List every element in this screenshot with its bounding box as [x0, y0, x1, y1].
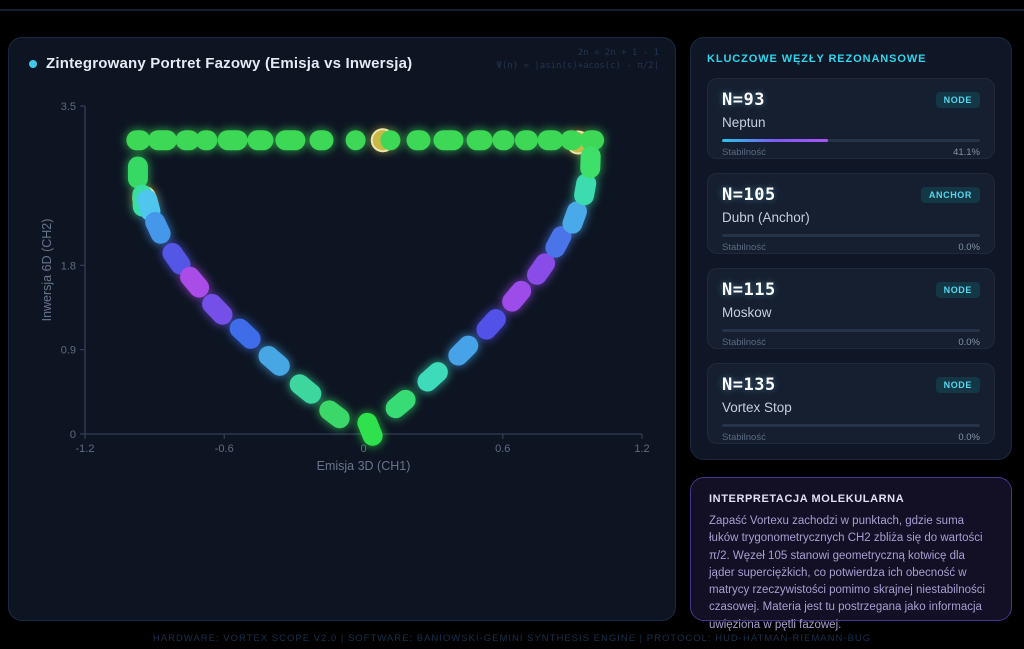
formula-line-2: Ψ(n) = |asin(s)+acos(c) - π/2|	[496, 61, 659, 71]
x-tick-label: -0.6	[215, 443, 234, 455]
scatter-point	[202, 293, 233, 325]
formula-annotation: 2n = 2n + 1 - 1 Ψ(n) = |asin(s)+acos(c) …	[496, 47, 659, 73]
node-card-list: N=93 NODE Neptun Stabilność 41.1% N=105 ANCHOR…	[691, 78, 1011, 444]
y-tick-label: 1.8	[61, 260, 76, 272]
x-tick-label: 0	[360, 443, 366, 455]
node-id: N=93	[722, 90, 765, 110]
node-name: Neptun	[722, 115, 766, 130]
x-tick-label: -1.2	[76, 443, 95, 455]
node-type-badge: ANCHOR	[920, 187, 980, 203]
scatter-point	[258, 345, 290, 376]
stability-value: 0.0%	[958, 337, 980, 348]
footer-status: HARDWARE: VORTEX SCOPE V2.0 | SOFTWARE: …	[152, 633, 872, 644]
chart-title: Zintegrowany Portret Fazowy (Emisja vs I…	[46, 55, 413, 72]
node-type-badge: NODE	[935, 282, 980, 298]
scatter-point	[545, 226, 572, 258]
node-card[interactable]: N=105 ANCHOR Dubn (Anchor) Stabilność 0.0%	[707, 173, 995, 254]
formula-line-1: 2n = 2n + 1 - 1	[577, 48, 659, 58]
node-card-top: N=115 NODE	[722, 280, 980, 300]
x-tick-label: 0.6	[495, 443, 510, 455]
sidebar-header: KLUCZOWE WĘZŁY REZONANSOWE	[707, 53, 927, 65]
stability-track	[722, 329, 980, 332]
scatter-point	[502, 280, 532, 312]
scatter-point	[137, 189, 161, 222]
node-id: N=135	[722, 375, 776, 395]
scatter-point	[527, 253, 556, 285]
interpretation-panel: INTERPRETACJA MOLEKULARNA Zapaść Vortexu…	[690, 477, 1012, 631]
scatter-layer	[126, 130, 605, 446]
scatter-point	[417, 362, 448, 392]
stability-track	[722, 424, 980, 427]
scatter-point	[385, 389, 416, 419]
node-card-bottom: Stabilność 41.1%	[722, 147, 980, 158]
node-name: Moskow	[722, 305, 772, 320]
y-axis-label: Inwersja 6D (CH2)	[40, 219, 54, 322]
y-tick-label: 0	[70, 429, 76, 441]
x-tick-label: 1.2	[634, 443, 649, 455]
node-card[interactable]: N=135 NODE Vortex Stop Stabilność 0.0%	[707, 363, 995, 444]
node-name: Dubn (Anchor)	[722, 210, 810, 225]
node-type-badge: NODE	[935, 377, 980, 393]
node-card[interactable]: N=93 NODE Neptun Stabilność 41.1%	[707, 78, 995, 159]
y-tick-label: 0.9	[61, 345, 76, 357]
node-card-top: N=135 NODE	[722, 375, 980, 395]
stability-label: Stabilność	[722, 337, 766, 348]
node-card-bottom: Stabilność 0.0%	[722, 242, 980, 253]
stability-value: 41.1%	[953, 147, 980, 158]
stability-label: Stabilność	[722, 147, 766, 158]
node-name: Vortex Stop	[722, 400, 792, 415]
resonance-sidebar: KLUCZOWE WĘZŁY REZONANSOWE N=93 NODE Neptu…	[690, 37, 1012, 460]
node-id: N=105	[722, 185, 776, 205]
top-divider	[0, 9, 1024, 11]
scatter-point	[162, 243, 191, 275]
chart-title-row: Zintegrowany Portret Fazowy (Emisja vs I…	[29, 55, 412, 72]
scatter-point	[574, 173, 597, 206]
scatter-point	[145, 211, 171, 244]
node-card[interactable]: N=115 NODE Moskow Stabilność 0.0%	[707, 268, 995, 349]
stability-fill	[722, 139, 829, 142]
scatter-point	[180, 266, 210, 298]
scatter-point	[476, 309, 506, 340]
scatter-point	[448, 335, 479, 366]
stability-value: 0.0%	[958, 242, 980, 253]
axes	[84, 106, 642, 435]
phase-portrait-panel: Zintegrowany Portret Fazowy (Emisja vs I…	[8, 37, 676, 621]
stability-track	[722, 234, 980, 237]
node-card-bottom: Stabilność 0.0%	[722, 432, 980, 443]
phase-portrait-chart[interactable]: -1.2 -0.6 0 0.6 1.2 0 0.9 1.8 3.5 Emisja 3D (CH1)…	[9, 38, 677, 622]
scatter-point	[289, 374, 322, 404]
stability-label: Stabilność	[722, 242, 766, 253]
scatter-point	[357, 412, 383, 446]
node-type-badge: NODE	[935, 92, 980, 108]
stability-value: 0.0%	[958, 432, 980, 443]
stability-track	[722, 139, 980, 142]
scatter-point	[229, 318, 261, 349]
interpretation-header: INTERPRETACJA MOLEKULARNA	[709, 493, 905, 505]
node-card-bottom: Stabilność 0.0%	[722, 337, 980, 348]
node-card-top: N=105 ANCHOR	[722, 185, 980, 205]
node-id: N=115	[722, 280, 776, 300]
y-tick-label: 3.5	[61, 101, 76, 113]
scatter-point	[319, 400, 350, 429]
series-dot-icon	[29, 59, 37, 68]
stability-label: Stabilność	[722, 432, 766, 443]
interpretation-body: Zapaść Vortexu zachodzi w punktach, gdzi…	[709, 515, 986, 631]
x-axis-label: Emisja 3D (CH1)	[317, 459, 411, 473]
node-card-top: N=93 NODE	[722, 90, 980, 110]
scatter-point	[562, 201, 587, 234]
